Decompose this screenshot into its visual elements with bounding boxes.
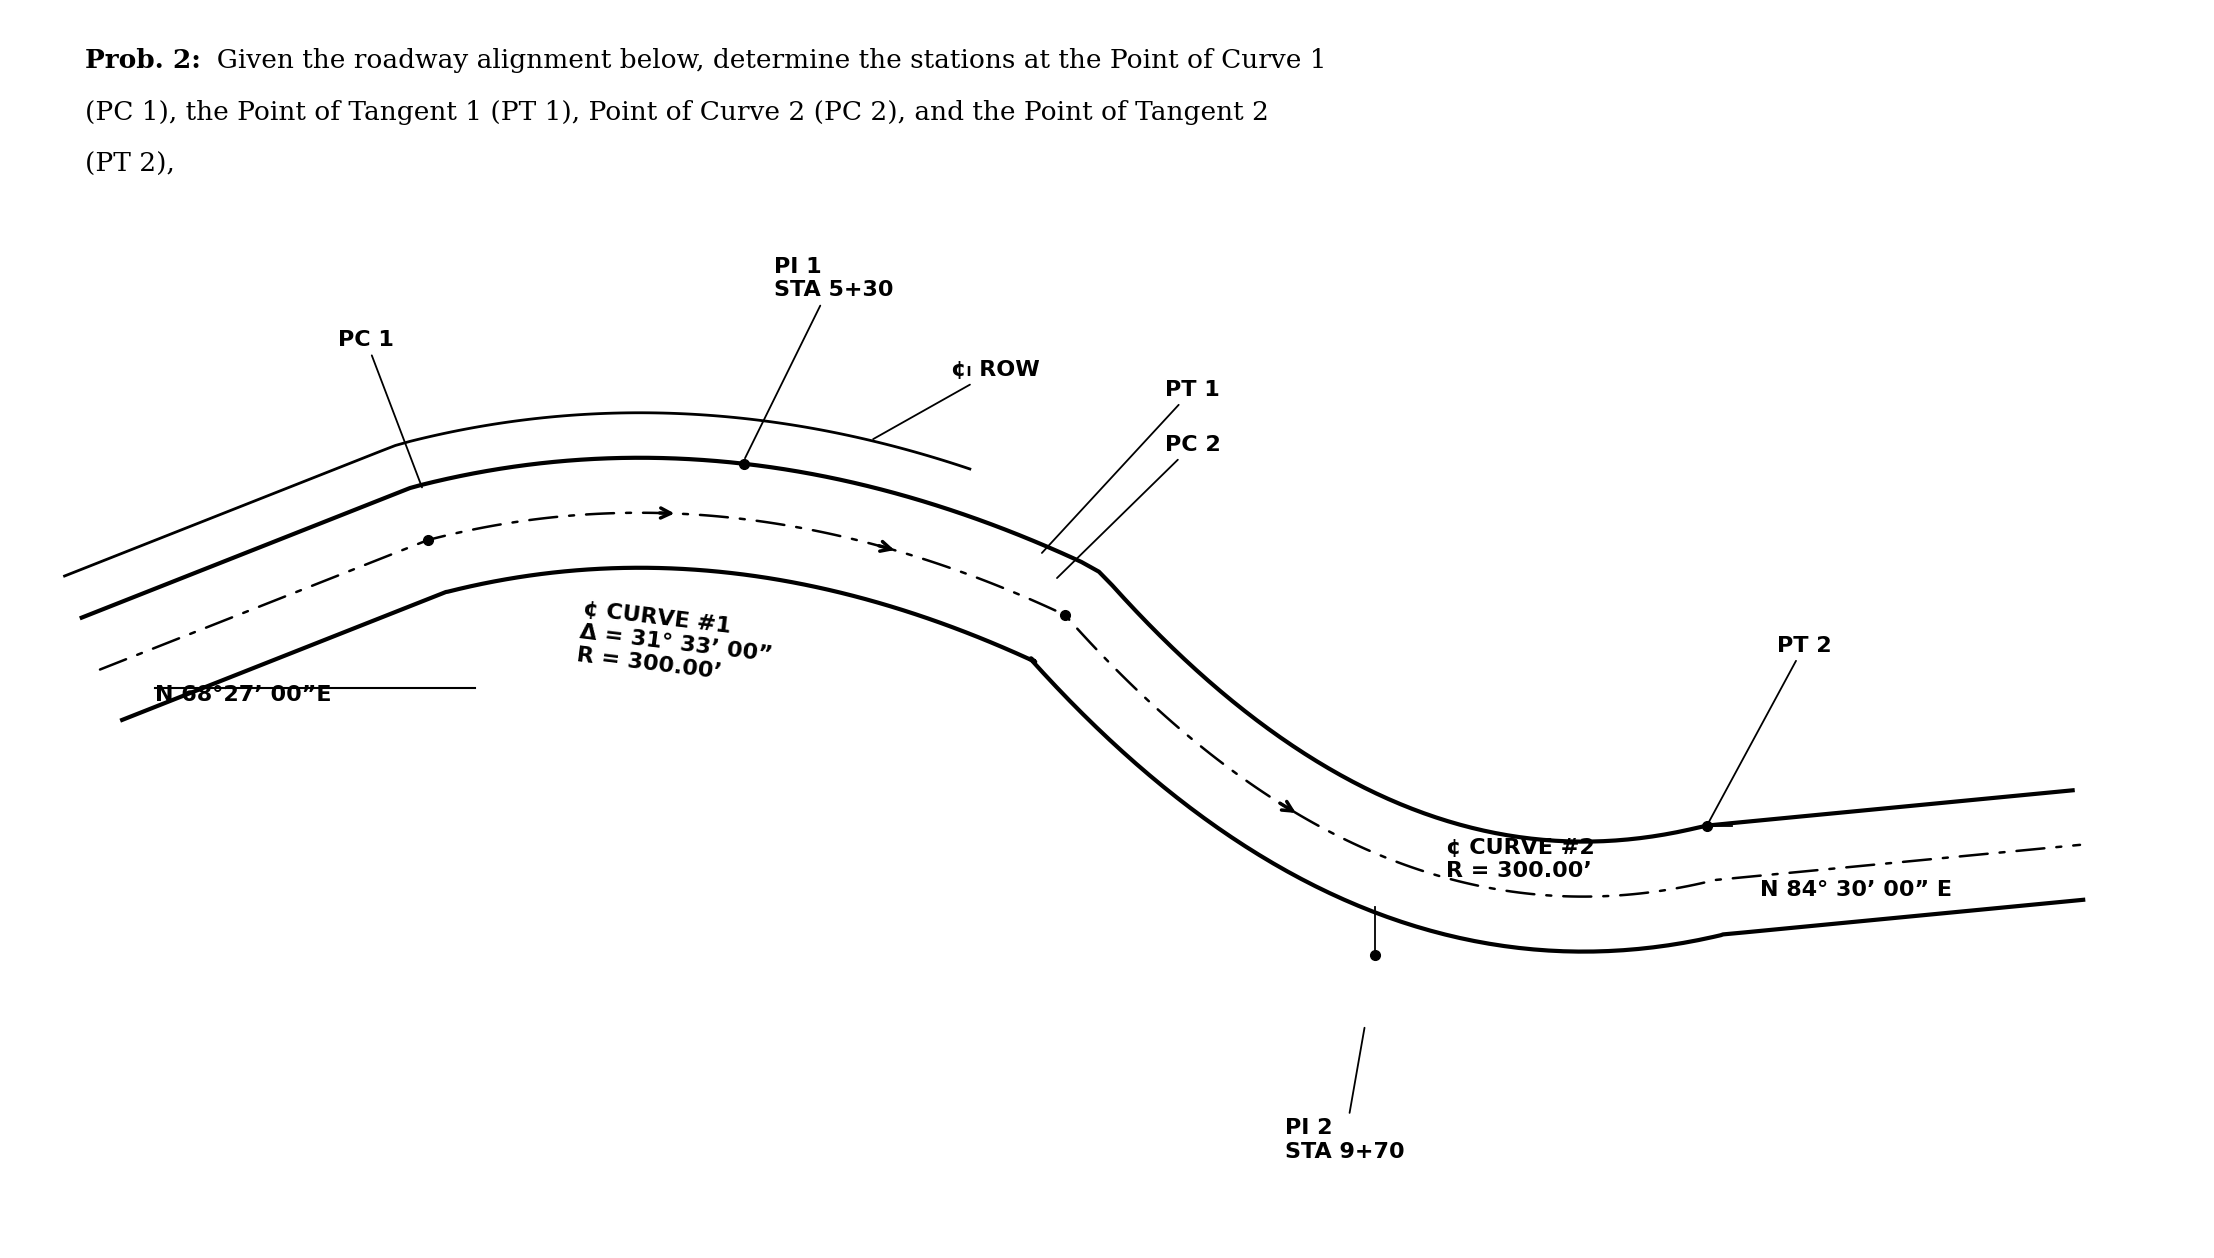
- Text: PI 1
STA 5+30: PI 1 STA 5+30: [744, 257, 892, 458]
- Text: (PC 1), the Point of Tangent 1 (PT 1), Point of Curve 2 (PC 2), and the Point of: (PC 1), the Point of Tangent 1 (PT 1), P…: [84, 99, 1269, 125]
- Text: PC 2: PC 2: [1056, 435, 1220, 579]
- Text: ¢ CURVE #2
R = 300.00’: ¢ CURVE #2 R = 300.00’: [1446, 838, 1594, 881]
- Text: N 68°27’ 00”E: N 68°27’ 00”E: [155, 684, 332, 704]
- Text: PI 2
STA 9+70: PI 2 STA 9+70: [1284, 1028, 1404, 1161]
- Text: Prob. 2:: Prob. 2:: [84, 48, 201, 73]
- Text: N 84° 30’ 00” E: N 84° 30’ 00” E: [1760, 881, 1953, 901]
- Text: ¢ CURVE #1
Δ = 31° 33’ 00”
R = 300.00’: ¢ CURVE #1 Δ = 31° 33’ 00” R = 300.00’: [576, 599, 777, 688]
- Text: Given the roadway alignment below, determine the stations at the Point of Curve : Given the roadway alignment below, deter…: [199, 48, 1326, 73]
- Text: PC 1: PC 1: [339, 330, 423, 487]
- Text: PT 2: PT 2: [1709, 635, 1831, 823]
- Text: (PT 2),: (PT 2),: [84, 152, 175, 177]
- Text: PT 1: PT 1: [1043, 380, 1220, 554]
- Text: ¢ₗ ROW: ¢ₗ ROW: [872, 361, 1038, 439]
